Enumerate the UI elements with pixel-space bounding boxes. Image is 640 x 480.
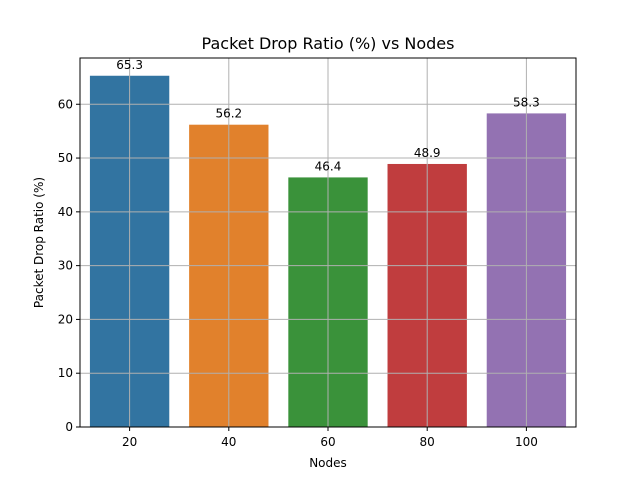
x-tick-label: 100 <box>515 435 538 449</box>
y-tick-label: 40 <box>58 205 73 219</box>
bar-value-label: 65.3 <box>116 58 143 72</box>
bar-value-label: 56.2 <box>215 107 242 121</box>
x-tick-label: 40 <box>221 435 236 449</box>
y-axis-label: Packet Drop Ratio (%) <box>32 177 46 308</box>
chart-title: Packet Drop Ratio (%) vs Nodes <box>202 34 455 53</box>
x-tick-label: 80 <box>420 435 435 449</box>
bar-value-label: 46.4 <box>315 159 342 173</box>
y-tick-label: 10 <box>58 366 73 380</box>
y-tick-label: 30 <box>58 259 73 273</box>
y-tick-label: 50 <box>58 151 73 165</box>
plot-frame <box>79 57 577 428</box>
bar-value-label: 48.9 <box>414 146 441 160</box>
bar-value-label: 58.3 <box>513 95 540 109</box>
data-labels: 65.3 56.2 46.4 48.9 58.3 <box>116 58 540 174</box>
y-tick-label: 20 <box>58 312 73 326</box>
y-tick-label: 0 <box>65 420 73 434</box>
x-axis-label: Nodes <box>309 456 347 470</box>
x-tick-label: 20 <box>122 435 137 449</box>
ticks: 0 10 20 30 40 50 60 20 40 60 80 100 <box>58 97 538 449</box>
y-tick-label: 60 <box>58 97 73 111</box>
x-tick-label: 60 <box>320 435 335 449</box>
